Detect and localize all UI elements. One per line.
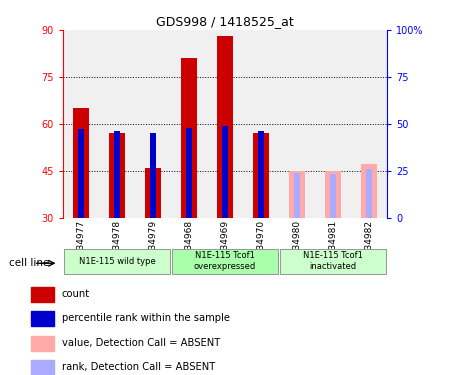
Text: cell line: cell line	[9, 258, 50, 268]
Text: N1E-115 wild type: N1E-115 wild type	[79, 256, 155, 265]
Bar	[217, 36, 233, 218]
Text: GDS998 / 1418525_at: GDS998 / 1418525_at	[156, 15, 294, 28]
Text: N1E-115 Tcof1
inactivated: N1E-115 Tcof1 inactivated	[303, 251, 363, 271]
Text: rank, Detection Call = ABSENT: rank, Detection Call = ABSENT	[62, 362, 215, 372]
Bar	[181, 58, 197, 217]
Bar	[150, 133, 156, 218]
Bar	[31, 336, 54, 351]
Bar	[109, 133, 125, 218]
Text: value, Detection Call = ABSENT: value, Detection Call = ABSENT	[62, 338, 220, 348]
Bar	[222, 126, 228, 218]
Bar	[31, 287, 54, 302]
FancyBboxPatch shape	[64, 249, 170, 274]
Text: N1E-115 Tcof1
overexpressed: N1E-115 Tcof1 overexpressed	[194, 251, 256, 271]
Text: percentile rank within the sample: percentile rank within the sample	[62, 314, 230, 324]
Bar	[114, 131, 120, 218]
Bar	[186, 128, 192, 218]
Bar	[366, 169, 372, 217]
Bar	[325, 171, 341, 217]
FancyBboxPatch shape	[280, 249, 386, 274]
Bar	[289, 171, 305, 217]
Bar	[31, 311, 54, 326]
Bar	[73, 108, 89, 218]
Bar	[294, 172, 300, 217]
Text: count: count	[62, 289, 90, 299]
Bar	[361, 164, 377, 218]
Bar	[330, 174, 336, 217]
Bar	[78, 129, 84, 218]
FancyBboxPatch shape	[172, 249, 278, 274]
Bar	[258, 131, 264, 218]
Bar	[145, 168, 161, 217]
Bar	[31, 360, 54, 375]
Bar	[253, 133, 269, 218]
